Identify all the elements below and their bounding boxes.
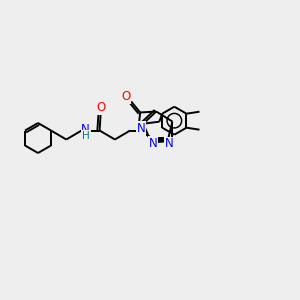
Text: N: N (137, 122, 146, 135)
Text: N: N (149, 137, 158, 150)
Text: N: N (81, 123, 90, 136)
Text: O: O (96, 101, 105, 114)
Text: N: N (165, 137, 173, 151)
Text: H: H (82, 131, 89, 141)
Text: O: O (122, 90, 131, 103)
